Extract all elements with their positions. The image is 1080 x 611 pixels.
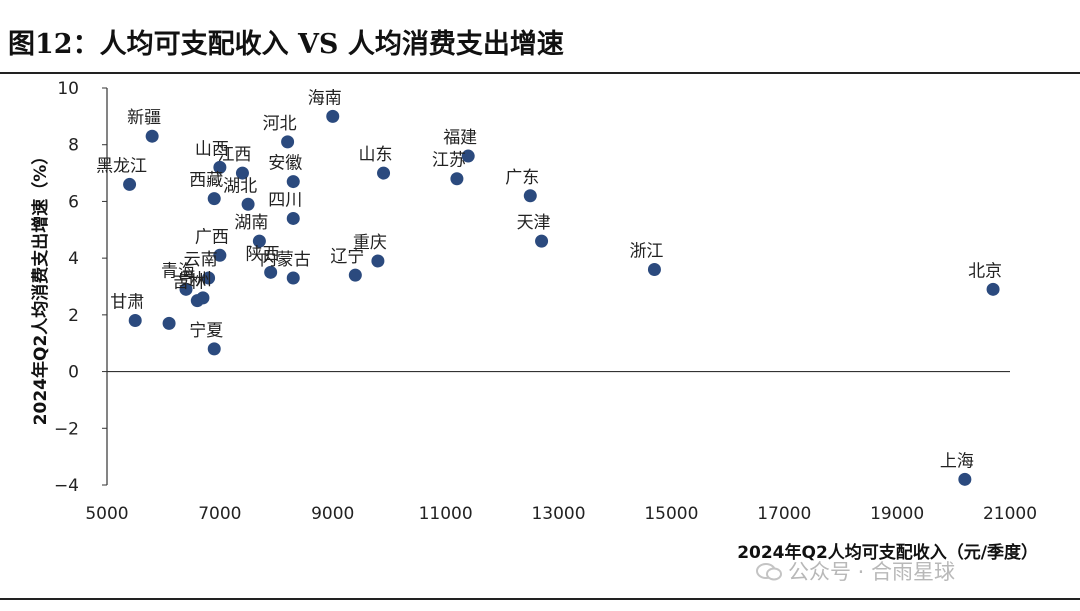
x-axis-title: 2024年Q2人均可支配收入（元/季度） — [737, 542, 1038, 563]
point-label: 北京 — [968, 261, 1002, 281]
data-point — [286, 271, 300, 285]
point-label: 四川 — [268, 190, 302, 210]
point-label: 广西 — [195, 227, 229, 247]
top-rule — [0, 72, 1080, 74]
point-label: 西藏 — [189, 171, 223, 191]
x-tick-label: 11000 — [419, 504, 473, 524]
data-point — [348, 268, 362, 282]
point-label: 河北 — [263, 114, 297, 134]
data-point — [461, 149, 475, 163]
y-axis-title: 2024年Q2人均消费支出增速（%） — [30, 148, 51, 426]
point-label: 湖北 — [223, 176, 257, 196]
bottom-rule — [0, 598, 1080, 600]
y-tick-label: 0 — [68, 363, 79, 383]
point-label: 天津 — [517, 213, 551, 233]
point-label: 甘肃 — [110, 293, 144, 313]
data-point — [128, 314, 142, 328]
data-point — [123, 177, 137, 191]
point-label: 广东 — [505, 168, 539, 188]
x-tick-label: 7000 — [198, 504, 241, 524]
point-label: 黑龙江 — [96, 156, 147, 176]
point-label: 浙江 — [629, 241, 663, 261]
y-tick-label: −2 — [54, 419, 79, 439]
data-point — [213, 160, 227, 174]
point-label: 江苏 — [432, 151, 466, 171]
data-point — [190, 294, 204, 308]
data-point — [145, 129, 159, 143]
point-label: 陕西 — [246, 244, 280, 264]
data-point — [450, 172, 464, 186]
y-tick-label: 10 — [57, 79, 79, 99]
y-tick-label: 8 — [68, 136, 79, 156]
data-point — [281, 135, 295, 149]
x-tick-label: 9000 — [311, 504, 354, 524]
data-point — [162, 316, 176, 330]
watermark-text: 公众号 · 合雨星球 — [788, 560, 956, 584]
point-label: 江西 — [217, 145, 251, 165]
data-point — [326, 109, 340, 123]
x-tick-label: 17000 — [757, 504, 811, 524]
chart-axes: −4 −2 0 2 4 6 8 10 5000 7000 9000 11000 13000 15000 17… — [54, 79, 1037, 524]
data-point — [647, 262, 661, 276]
point-label: 福建 — [443, 128, 477, 148]
data-point — [535, 234, 549, 248]
point-label: 宁夏 — [189, 321, 223, 341]
point-label: 云南 — [184, 250, 218, 270]
point-label: 山东 — [359, 145, 393, 165]
data-point — [202, 271, 216, 285]
data-point — [207, 342, 221, 356]
data-point — [264, 265, 278, 279]
data-point — [252, 234, 266, 248]
figure-title: 图12：人均可支配收入 VS 人均消费支出增速 — [8, 29, 564, 60]
x-tick-label: 5000 — [85, 504, 128, 524]
point-label: 辽宁 — [330, 247, 364, 267]
point-label: 湖南 — [234, 213, 268, 233]
data-point — [286, 175, 300, 189]
point-label: 山西 — [195, 139, 229, 159]
chart-points — [123, 109, 1000, 486]
point-label: 海南 — [308, 88, 342, 108]
point-label: 新疆 — [127, 108, 161, 128]
wechat-icon — [756, 563, 782, 581]
y-tick-label: 6 — [68, 192, 79, 212]
watermark: 公众号 · 合雨星球 — [756, 556, 955, 586]
data-point — [213, 248, 227, 262]
point-label: 内蒙古 — [260, 250, 311, 270]
data-point — [286, 211, 300, 225]
data-point — [207, 192, 221, 206]
x-tick-label: 15000 — [644, 504, 698, 524]
y-tick-label: 4 — [68, 249, 79, 269]
y-tick-label: −4 — [54, 476, 79, 496]
data-point — [179, 282, 193, 296]
data-point — [371, 254, 385, 268]
y-tick-label: 2 — [68, 306, 79, 326]
data-point — [523, 189, 537, 203]
point-label: 贵州 — [178, 270, 212, 290]
data-point — [958, 472, 972, 486]
point-label: 青海 — [161, 261, 195, 281]
point-label: 重庆 — [353, 233, 387, 253]
data-point — [986, 282, 1000, 296]
point-label: 吉林 — [172, 273, 206, 293]
point-label: 安徽 — [268, 154, 302, 174]
data-point — [377, 166, 391, 180]
x-tick-label: 19000 — [870, 504, 924, 524]
data-point — [235, 166, 249, 180]
x-tick-label: 13000 — [531, 504, 585, 524]
data-point — [241, 197, 255, 211]
point-label: 上海 — [940, 451, 974, 471]
x-tick-label: 21000 — [983, 504, 1037, 524]
